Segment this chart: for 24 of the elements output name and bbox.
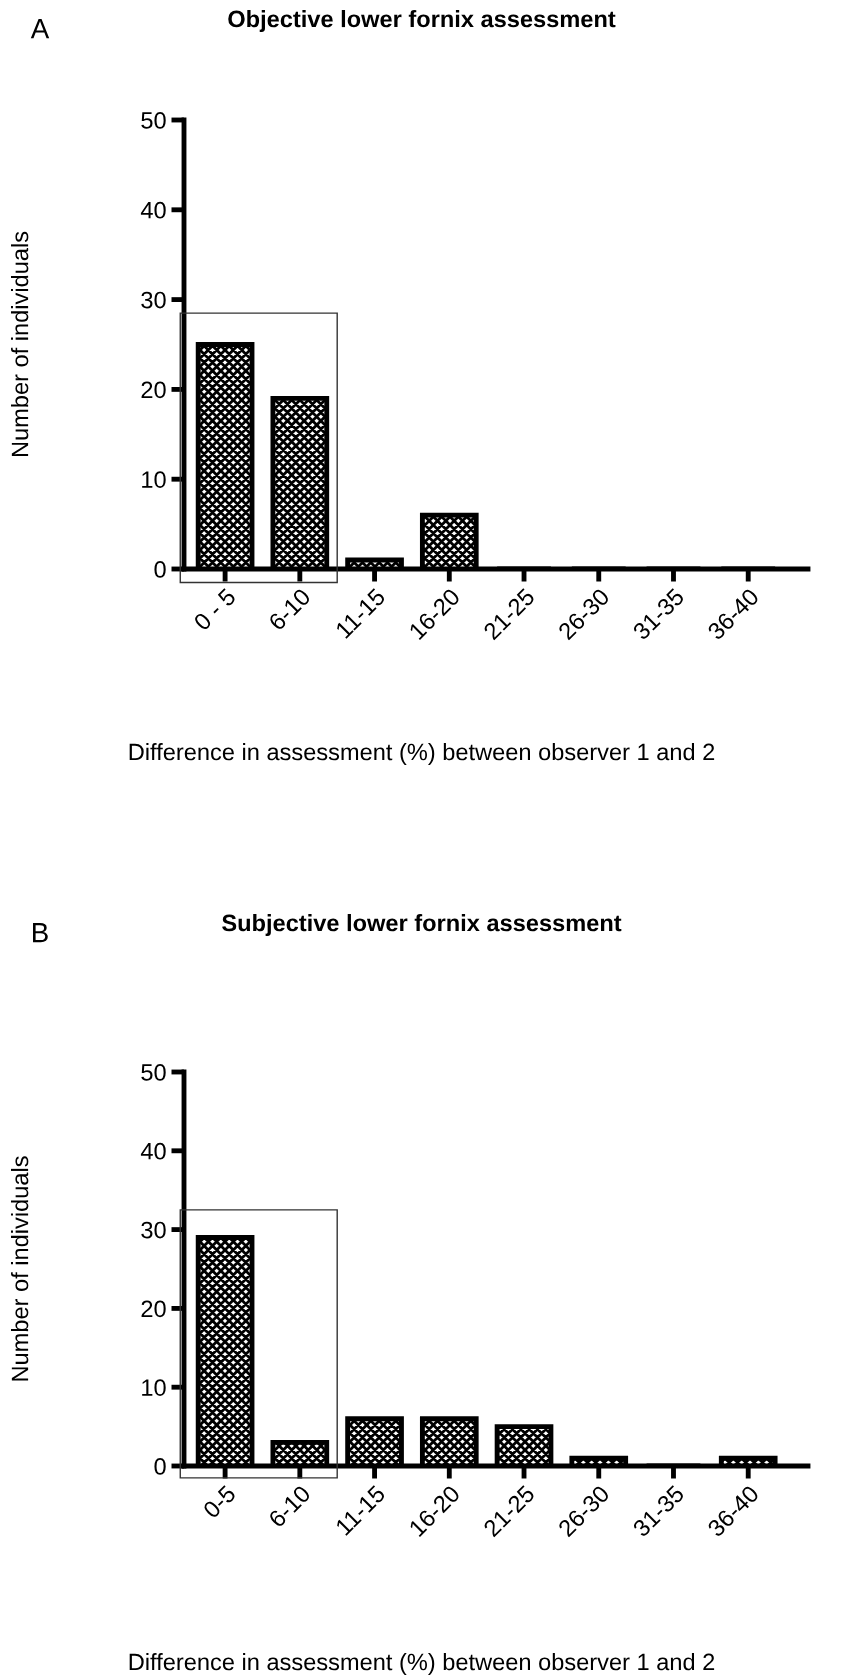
- text: A: [30, 19, 50, 39]
- y-tick-label: 10: [142, 1379, 166, 1396]
- y-tick-label: 0: [154, 1458, 166, 1475]
- y-axis-title: Number of individuals: [11, 231, 29, 457]
- x-tick-label: 0-5: [202, 1484, 237, 1520]
- y-tick-label: 40: [140, 1142, 166, 1160]
- y-tick-label: 50: [141, 1064, 166, 1081]
- text: B: [33, 923, 48, 943]
- y-axis-title: Number of individuals: [11, 1156, 29, 1381]
- x-tick-label: 6-10: [267, 587, 312, 632]
- y-tick-label: 0: [154, 561, 166, 578]
- x-axis-title: Difference in assessment (%) between observer 1 and 2: [129, 1652, 715, 1675]
- x-tick-label: 6-10: [267, 1484, 312, 1529]
- y-tick-label: 30: [141, 291, 166, 309]
- x-tick-label: 0 - 5: [192, 587, 237, 632]
- y-tick-label: 30: [141, 1221, 166, 1239]
- y-tick-label: 50: [141, 112, 166, 129]
- y-tick-label: 20: [141, 381, 166, 399]
- chart-title: Subjective lower fornix assessment: [222, 913, 622, 937]
- x-axis-title: Difference in assessment (%) between observer 1 and 2: [129, 742, 715, 765]
- y-tick-label: 20: [141, 1300, 166, 1318]
- y-tick-label: 40: [140, 201, 166, 219]
- chart-title: Objective lower fornix assessment: [228, 10, 616, 32]
- y-tick-label: 10: [142, 471, 166, 488]
